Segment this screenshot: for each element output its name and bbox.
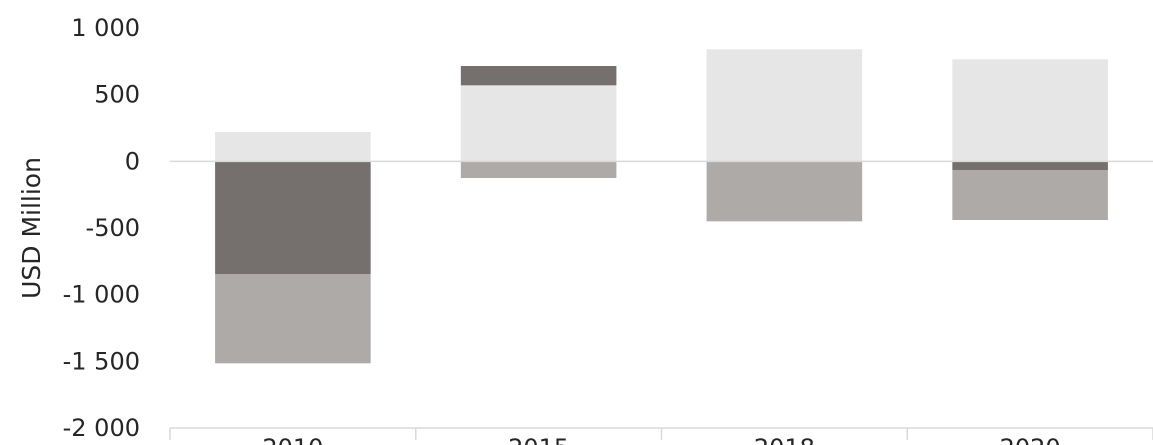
y-axis-label: USD Million (17, 157, 46, 299)
bar-2010-series-3 (215, 274, 371, 364)
bar-2020-series-2 (952, 161, 1108, 170)
bar-2018-series-3 (706, 161, 863, 222)
bar-2010-series-2 (215, 161, 371, 274)
bar-2015-series-1 (460, 85, 617, 162)
x-tick-label: 2018 (754, 434, 815, 445)
x-tick-label: 2020 (1000, 434, 1061, 445)
bar-2015-series-2 (460, 66, 617, 86)
y-tick-label: -2 000 (63, 414, 140, 442)
y-tick-label: -1 500 (63, 347, 140, 375)
y-tick-label: 500 (94, 81, 140, 109)
bar-2020-series-1 (952, 59, 1108, 162)
bar-2010-series-1 (215, 132, 371, 162)
bar-2015-series-3 (460, 161, 617, 178)
y-tick-label: -500 (86, 214, 140, 242)
bars (215, 49, 1108, 364)
y-tick-label: 1 000 (71, 14, 140, 42)
axes (169, 160, 1153, 440)
x-tick-label: 2015 (508, 434, 569, 445)
x-tick-labels: 2010 2015 2018 2020 (262, 434, 1060, 445)
x-tick-label: 2010 (262, 434, 323, 445)
y-tick-label: 0 (125, 147, 140, 175)
y-tick-labels: 1 000 500 0 -500 -1 000 -1 500 -2 000 (63, 14, 140, 442)
bar-2020-series-3 (952, 170, 1108, 220)
bar-2018-series-1 (706, 49, 863, 162)
y-tick-label: -1 000 (63, 281, 140, 309)
